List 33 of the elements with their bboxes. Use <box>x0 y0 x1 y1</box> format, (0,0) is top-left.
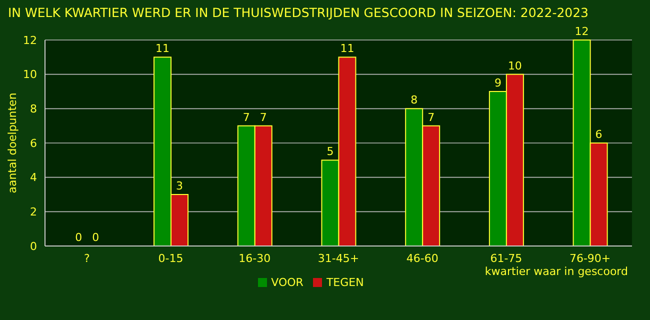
data-label: 7 <box>242 110 250 124</box>
data-label: 7 <box>428 110 435 124</box>
data-label: 10 <box>508 59 522 72</box>
data-label: 0 <box>92 231 100 244</box>
x-tick-label: 61-75 <box>490 252 522 265</box>
y-tick-label: 2 <box>30 206 37 219</box>
data-label: 0 <box>75 231 82 244</box>
data-label: 6 <box>595 128 602 141</box>
x-tick-label: 46-60 <box>406 252 438 265</box>
x-axis-title: kwartier waar in gescoord <box>484 265 628 278</box>
y-axis-title: aantal doelpunten <box>6 92 19 194</box>
x-tick-label: 0-15 <box>158 252 184 265</box>
y-tick-label: 10 <box>23 68 37 82</box>
data-label: 5 <box>326 145 334 158</box>
data-label: 12 <box>574 25 589 38</box>
data-label: 11 <box>156 42 170 56</box>
chart-title: IN WELK KWARTIER WERD ER IN DE THUISWEDSTRIJDEN GESCOORD IN SEIZOEN: 2022-2023 <box>8 5 589 20</box>
data-label: 7 <box>260 110 267 124</box>
data-label: 11 <box>340 42 354 56</box>
data-label: 3 <box>176 180 184 192</box>
legend-label: TEGEN <box>326 276 364 289</box>
y-tick-label: 12 <box>23 34 37 47</box>
x-tick-label: 16-30 <box>238 252 271 265</box>
legend-label: VOOR <box>271 276 304 289</box>
data-label: 8 <box>410 94 418 107</box>
y-tick-label: 8 <box>30 102 37 116</box>
data-label: 9 <box>494 76 502 90</box>
x-tick-label: ? <box>84 252 90 265</box>
x-tick-label: 31-45+ <box>318 252 360 265</box>
x-tick-label: 76-90+ <box>569 252 611 265</box>
y-tick-label: 4 <box>30 171 37 184</box>
y-tick-label: 0 <box>30 240 37 253</box>
y-tick-label: 6 <box>30 136 37 150</box>
